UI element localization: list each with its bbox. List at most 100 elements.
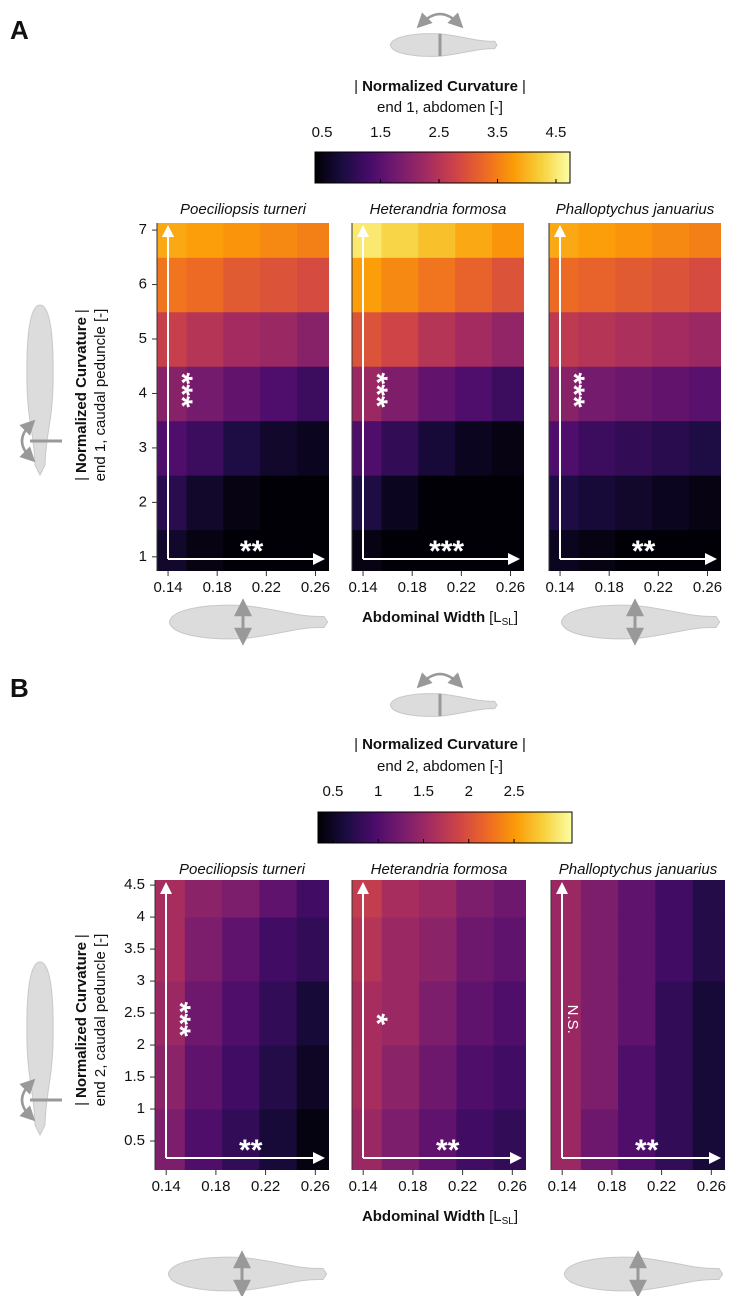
heatmap-cell bbox=[352, 1045, 383, 1110]
title-bold: Normalized Curvature bbox=[362, 78, 518, 95]
bend-arrow bbox=[416, 672, 464, 689]
y-axis-label: | Normalized Curvature | end 2, caudal pedu… bbox=[73, 934, 109, 1107]
y-tick-label: 0.5 bbox=[124, 1132, 145, 1149]
heatmap-cell bbox=[260, 420, 298, 476]
heatmap-cell bbox=[492, 420, 524, 476]
colorbar-subtitle: end 2, abdomen [-] bbox=[377, 758, 503, 775]
heatmap-cell bbox=[615, 223, 653, 258]
x-tick-label: 0.18 bbox=[203, 579, 232, 596]
x-tick-label: 0.26 bbox=[496, 579, 525, 596]
heatmap-cell bbox=[223, 311, 261, 367]
colorbar bbox=[314, 151, 571, 184]
subplot-title: Poeciliopsis turneri bbox=[180, 201, 307, 218]
x-tick-label: 0.14 bbox=[348, 579, 377, 596]
heatmap-cell bbox=[578, 311, 616, 367]
x-tick-label: 0.14 bbox=[153, 579, 182, 596]
y-label-sub: end 1, caudal peduncle [-] bbox=[92, 309, 109, 482]
heatmap-cell bbox=[297, 529, 329, 571]
heatmap-cell bbox=[456, 981, 495, 1046]
heatmap-cell bbox=[580, 1109, 619, 1170]
heatmap-cell bbox=[492, 311, 524, 367]
heatmap-cell bbox=[297, 311, 329, 367]
title-delim: | bbox=[354, 78, 358, 95]
heatmap-cell bbox=[655, 1109, 694, 1170]
heatmap bbox=[155, 880, 329, 1170]
y-tick-label: 2.5 bbox=[124, 1004, 145, 1021]
label-delim: | bbox=[73, 1102, 90, 1106]
heatmap-cell bbox=[692, 981, 725, 1046]
heatmap-cell bbox=[692, 1045, 725, 1110]
heatmap-cell bbox=[652, 420, 690, 476]
x-tick-label: 0.26 bbox=[697, 1178, 726, 1195]
heatmap-cell bbox=[184, 1109, 223, 1170]
x-significance: ** bbox=[240, 535, 264, 568]
heatmap-cell bbox=[549, 366, 579, 422]
heatmap bbox=[549, 223, 721, 571]
heatmap-cell bbox=[456, 917, 495, 982]
heatmap-cell bbox=[578, 223, 616, 258]
heatmap-cell bbox=[259, 880, 298, 918]
bend-arrow bbox=[19, 419, 36, 463]
heatmap-cell bbox=[418, 257, 456, 313]
title-delim: | bbox=[522, 736, 526, 753]
panel-label: A bbox=[10, 15, 29, 45]
x-tick-label: 0.22 bbox=[448, 1178, 477, 1195]
y-tick-label: 7 bbox=[139, 221, 147, 238]
x-significance: ** bbox=[436, 1134, 460, 1167]
heatmap-cell bbox=[618, 880, 656, 918]
label-unit: ] bbox=[514, 1208, 518, 1225]
x-tick-label: 0.26 bbox=[693, 579, 722, 596]
bend-arrow bbox=[416, 12, 464, 29]
y-tick-label: 1 bbox=[137, 1100, 145, 1117]
label-delim: | bbox=[73, 477, 90, 481]
heatmap-cell bbox=[157, 529, 187, 571]
colorbar-title: | Normalized Curvature | bbox=[354, 736, 526, 753]
label-unit-sub: SL bbox=[502, 1216, 515, 1227]
heatmap-cell bbox=[549, 529, 579, 571]
x-significance: *** bbox=[429, 535, 464, 568]
fish-silhouette bbox=[389, 33, 498, 57]
colorbar bbox=[317, 811, 573, 844]
heatmap-cell bbox=[692, 917, 725, 982]
heatmap-cell bbox=[296, 981, 329, 1046]
heatmap-cell bbox=[580, 880, 619, 918]
heatmap-cell bbox=[352, 420, 382, 476]
x-tick-label: 0.26 bbox=[301, 1178, 330, 1195]
heatmap-cell bbox=[352, 529, 382, 571]
heatmap-cell bbox=[689, 475, 721, 531]
heatmap-cell bbox=[689, 223, 721, 258]
heatmap-cell bbox=[260, 223, 298, 258]
heatmap-cell bbox=[222, 1109, 260, 1170]
heatmap-cell bbox=[580, 917, 619, 982]
heatmap-cell bbox=[296, 917, 329, 982]
colorbar-tick-label: 0.5 bbox=[312, 124, 333, 141]
heatmap-cell bbox=[157, 311, 187, 367]
heatmap-cell bbox=[493, 880, 526, 918]
label-bold: Normalized Curvature bbox=[73, 317, 90, 473]
heatmap-cell bbox=[615, 366, 653, 422]
x-significance: ** bbox=[632, 535, 656, 568]
colorbar-tick-label: 1.5 bbox=[413, 783, 434, 800]
heatmap-cell bbox=[493, 917, 526, 982]
heatmap-cell bbox=[260, 529, 298, 571]
heatmap-cell bbox=[618, 1045, 656, 1110]
heatmap-cell bbox=[418, 420, 456, 476]
x-axis-label: Abdominal Width [LSL] bbox=[362, 609, 518, 628]
fish-silhouette bbox=[168, 604, 329, 640]
fish-silhouette bbox=[389, 693, 498, 717]
heatmap-cell bbox=[549, 475, 579, 531]
heatmap-cell bbox=[456, 1109, 495, 1170]
subplot-title: Phalloptychus januarius bbox=[556, 201, 715, 218]
y-tick-label: 3.5 bbox=[124, 940, 145, 957]
heatmap-cell bbox=[419, 981, 457, 1046]
panel-label: B bbox=[10, 673, 29, 703]
colorbar-tick-label: 0.5 bbox=[323, 783, 344, 800]
title-bold: Normalized Curvature bbox=[362, 736, 518, 753]
heatmap-cell bbox=[419, 880, 457, 918]
heatmap-cell bbox=[223, 475, 261, 531]
heatmap-cell bbox=[578, 475, 616, 531]
y-significance: *** bbox=[360, 373, 393, 408]
heatmap-cell bbox=[381, 420, 419, 476]
heatmap-cell bbox=[492, 257, 524, 313]
x-tick-label: 0.22 bbox=[447, 579, 476, 596]
